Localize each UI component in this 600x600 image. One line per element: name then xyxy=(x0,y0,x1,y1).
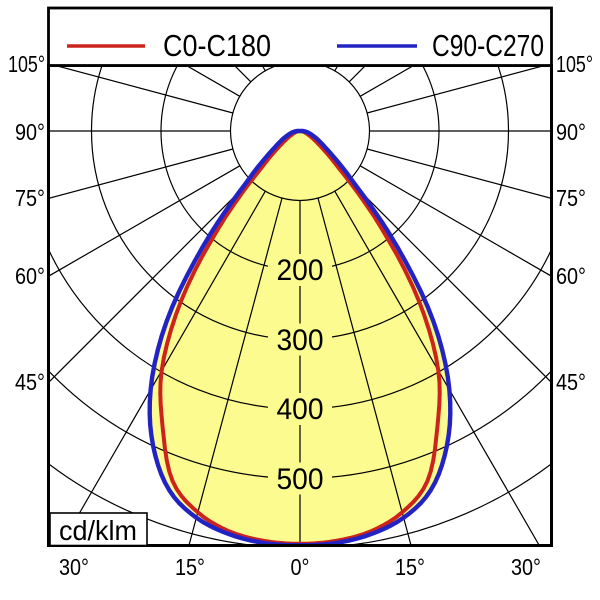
legend-label-c90-c270: C90-C270 xyxy=(432,28,544,63)
ring-label-backing xyxy=(268,323,332,356)
bottom-label-15r: 15° xyxy=(395,554,425,580)
legend-label-c0-c180: C0-C180 xyxy=(163,28,271,63)
left-angle-labels: 105° 90° 75° 60° 45° xyxy=(8,51,45,395)
legend: C0-C180 C90-C270 xyxy=(47,6,553,67)
right-label-105: 105° xyxy=(556,51,593,77)
left-label-105: 105° xyxy=(8,51,45,77)
ring-label-backing xyxy=(268,462,332,495)
right-label-90: 90° xyxy=(556,119,586,145)
ring-label-300: 300 xyxy=(277,324,324,357)
curve-c90-c270 xyxy=(147,128,453,544)
left-label-90: 90° xyxy=(15,119,45,145)
left-label-60: 60° xyxy=(15,263,45,289)
ring-label-400: 400 xyxy=(277,393,324,426)
right-label-60: 60° xyxy=(556,263,586,289)
ring-label-backing xyxy=(268,393,332,425)
bottom-label-0: 0° xyxy=(291,554,310,580)
unit-label: cd/klm xyxy=(59,515,137,546)
right-label-75: 75° xyxy=(556,185,586,211)
legend-box xyxy=(47,6,553,67)
right-label-45: 45° xyxy=(556,369,586,395)
left-label-45: 45° xyxy=(15,369,45,395)
ring-label-backing xyxy=(268,254,332,286)
right-angle-labels: 105° 90° 75° 60° 45° xyxy=(556,51,593,395)
bottom-label-15l: 15° xyxy=(175,554,205,580)
ring-label-500: 500 xyxy=(277,463,324,496)
bottom-label-30r: 30° xyxy=(511,554,541,580)
left-label-75: 75° xyxy=(15,185,45,211)
curves-layer xyxy=(147,128,453,544)
unit-box: cd/klm xyxy=(49,512,148,547)
ring-labels: 200 300 400 500 xyxy=(268,254,332,496)
bottom-angle-labels: 30° 15° 0° 15° 30° xyxy=(59,554,541,580)
bottom-label-30l: 30° xyxy=(59,554,89,580)
ring-label-200: 200 xyxy=(277,254,324,287)
unit-box-frame xyxy=(49,512,148,547)
